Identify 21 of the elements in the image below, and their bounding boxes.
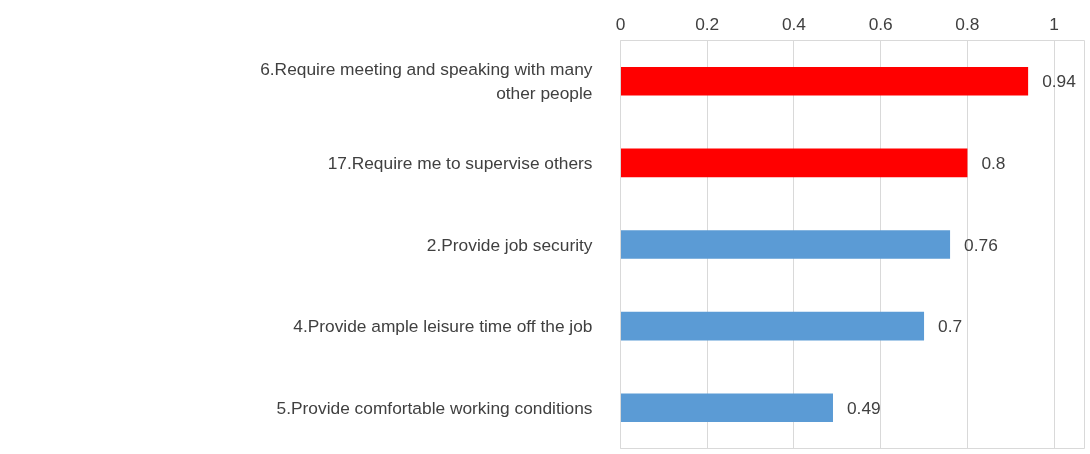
bar bbox=[620, 230, 951, 259]
y-tick-label: 4.Provide ample leisure time off the job bbox=[293, 316, 593, 337]
data-label: 0.49 bbox=[846, 397, 881, 418]
bar bbox=[620, 67, 1029, 96]
y-tick-label: 6.Require meeting and speaking with many other people bbox=[260, 59, 593, 104]
bar bbox=[620, 148, 968, 178]
data-label: 0.94 bbox=[1042, 71, 1077, 92]
y-tick-label: 2.Provide job security bbox=[426, 234, 593, 255]
y-tick-label: 17.Require me to supervise others bbox=[327, 152, 593, 173]
data-label: 0.76 bbox=[964, 234, 998, 255]
x-tick-label: 0.4 bbox=[781, 13, 807, 34]
bar bbox=[620, 311, 925, 341]
y-tick-label: 5.Provide comfortable working conditions bbox=[276, 397, 593, 418]
x-tick-label: 0.2 bbox=[695, 13, 720, 34]
x-tick-label: 0 bbox=[615, 13, 626, 34]
x-tick-label: 0.6 bbox=[868, 13, 893, 34]
data-label: 0.8 bbox=[981, 152, 1006, 173]
x-tick-label: 0.8 bbox=[955, 13, 980, 34]
x-tick-label: 1 bbox=[1049, 13, 1059, 34]
data-label: 0.7 bbox=[938, 316, 963, 337]
bar bbox=[620, 393, 833, 422]
